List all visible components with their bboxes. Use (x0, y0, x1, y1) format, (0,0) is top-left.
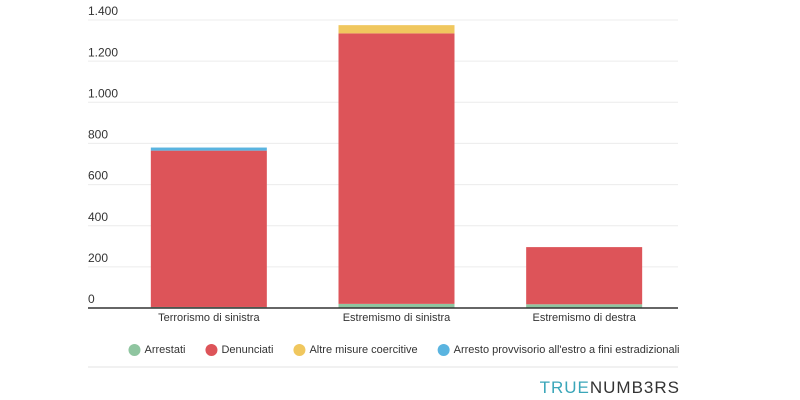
y-tick-label: 0 (88, 292, 95, 306)
bar-segment (526, 247, 643, 305)
y-tick-label: 800 (88, 128, 108, 142)
y-tick-label: 600 (88, 169, 108, 183)
y-tick-label: 1.200 (88, 45, 118, 59)
legend-marker (128, 344, 141, 356)
bar-segment (338, 303, 455, 308)
bar-segment (338, 25, 455, 34)
y-tick-label: 1.400 (88, 4, 118, 18)
brand: TRUENUMB3RS (540, 378, 680, 397)
legend-label: Altre misure coercitive (309, 344, 417, 356)
y-tick-label: 200 (88, 251, 108, 265)
legend-marker (205, 344, 218, 356)
x-tick-label: Terrorismo di sinistra (158, 312, 260, 324)
bar-segment (150, 150, 267, 307)
x-tick-label: Estremismo di destra (533, 312, 637, 324)
bar-segment (338, 33, 455, 304)
brand-part: TRUE (540, 378, 590, 397)
legend-marker (293, 344, 306, 356)
legend-label: Arresto provvisorio all'estro a fini est… (454, 344, 680, 356)
x-tick-label: Estremismo di sinistra (343, 312, 451, 324)
brand-part: NUMB3RS (590, 378, 680, 397)
y-tick-label: 1.000 (88, 86, 118, 100)
legend-marker (437, 344, 450, 356)
legend-label: Denunciati (221, 344, 273, 356)
bar-segment (150, 147, 267, 151)
y-tick-label: 400 (88, 210, 108, 224)
bar-segment (526, 304, 643, 308)
legend-label: Arrestati (144, 344, 185, 356)
